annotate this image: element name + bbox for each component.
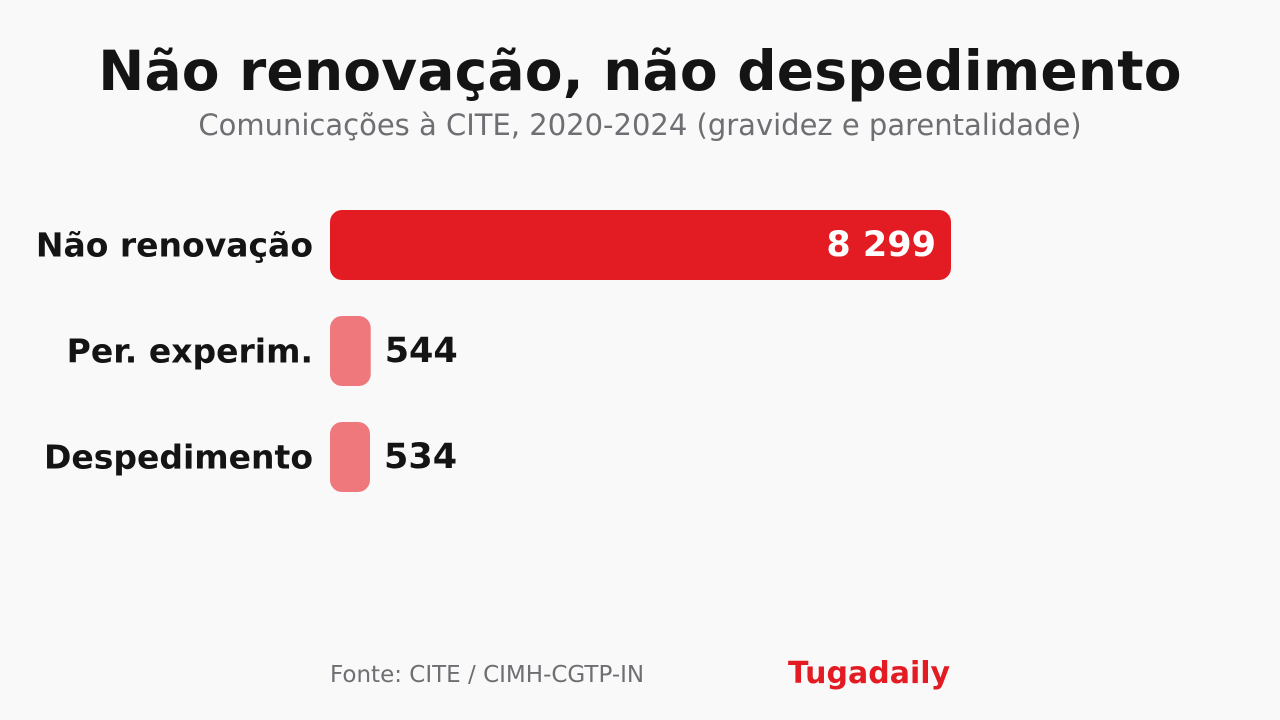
value-label: 8 299 (826, 225, 936, 265)
bar (330, 316, 371, 386)
value-label: 544 (385, 331, 458, 371)
category-label: Despedimento (44, 438, 313, 477)
chart-subtitle: Comunicações à CITE, 2020-2024 (gravidez… (198, 108, 1082, 142)
value-label: 534 (384, 437, 457, 477)
brand-logo: Tugadaily (788, 656, 951, 691)
category-label: Não renovação (36, 226, 313, 265)
source-note: Fonte: CITE / CIMH-CGTP-IN (330, 662, 645, 688)
category-label: Per. experim. (67, 332, 313, 371)
bar (330, 422, 370, 492)
bar (330, 210, 951, 280)
chart-title: Não renovação, não despedimento (98, 39, 1182, 103)
